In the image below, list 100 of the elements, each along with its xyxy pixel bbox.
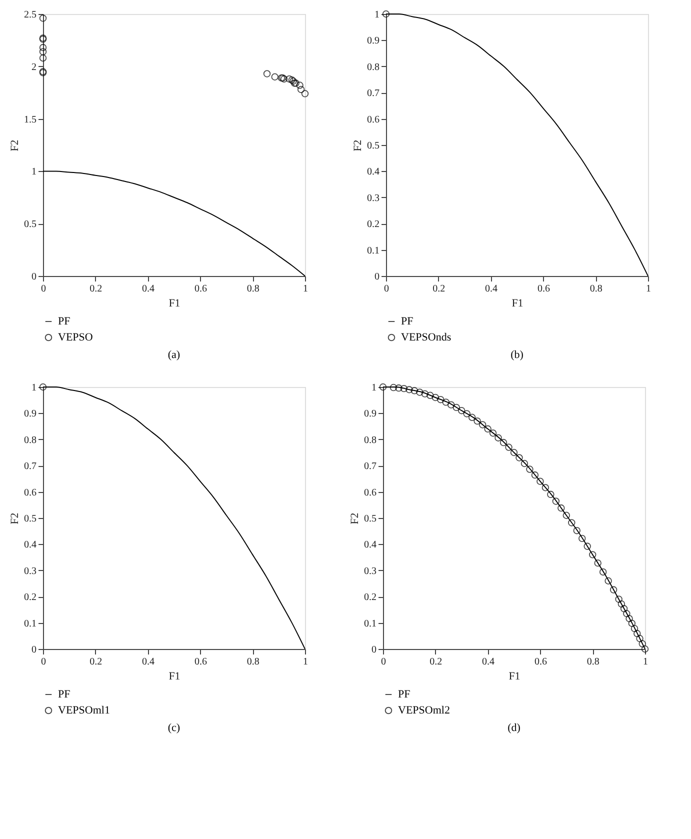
y-tick-label: 0.5 xyxy=(24,219,36,230)
point xyxy=(520,460,528,468)
y-tick-label: 0.4 xyxy=(24,540,36,551)
y-tick-label: 0.9 xyxy=(364,408,376,420)
x-axis-title: F1 xyxy=(168,298,180,310)
y-tick-label: 0.8 xyxy=(367,62,380,73)
point xyxy=(416,388,424,396)
y-tick-label: 0.9 xyxy=(367,36,380,47)
legend-label: PF xyxy=(401,316,414,328)
point xyxy=(510,448,518,456)
point xyxy=(618,600,626,608)
y-tick-label: 0.6 xyxy=(24,487,36,498)
point xyxy=(594,559,602,567)
x-tick-label: 1 xyxy=(646,284,651,294)
y-tick-label: 0.5 xyxy=(24,514,36,524)
point xyxy=(263,70,271,78)
y-tick-label: 0.7 xyxy=(367,88,380,100)
legend-label: PF xyxy=(58,316,70,328)
point xyxy=(406,386,413,394)
point xyxy=(39,48,47,56)
text: (d) xyxy=(508,722,521,734)
y-tick-label: 0.5 xyxy=(367,140,380,152)
x-axis-title: F1 xyxy=(512,298,524,310)
y-tick-label: 0.8 xyxy=(364,434,376,446)
point xyxy=(297,86,305,94)
point xyxy=(271,73,278,80)
point xyxy=(620,605,628,612)
point xyxy=(474,417,481,425)
point xyxy=(584,542,591,550)
x-tick-label: 1 xyxy=(303,284,308,294)
y-tick-label: 0 xyxy=(32,644,36,656)
point xyxy=(500,438,508,446)
y-tick-label: 1 xyxy=(372,382,376,394)
point xyxy=(547,490,554,498)
point xyxy=(494,434,502,442)
y-axis-title: F2 xyxy=(9,140,21,152)
text: (b) xyxy=(510,349,524,361)
x-tick-label: 1 xyxy=(303,656,308,668)
point xyxy=(484,425,492,433)
y-tick-label: 0.2 xyxy=(364,592,376,604)
y-tick-label: 0 xyxy=(374,272,380,282)
y-axis-title: F2 xyxy=(352,140,364,152)
y-tick-label: 1 xyxy=(374,10,380,20)
point xyxy=(400,384,408,392)
point xyxy=(468,414,476,421)
x-tick-label: 0.2 xyxy=(432,284,446,294)
x-tick-label: 0.2 xyxy=(430,656,442,668)
x-tick-label: 0.8 xyxy=(586,656,600,668)
text: (c) xyxy=(168,722,180,734)
point xyxy=(630,624,638,632)
point xyxy=(463,410,470,418)
point xyxy=(568,519,576,526)
point xyxy=(39,44,47,52)
point xyxy=(552,498,560,505)
point xyxy=(531,471,539,479)
point xyxy=(410,387,418,394)
x-tick-label: 0.6 xyxy=(534,656,547,668)
x-tick-label: 0.4 xyxy=(142,284,155,294)
legend-label: PF xyxy=(58,688,70,700)
point xyxy=(516,454,523,462)
point xyxy=(573,526,580,534)
y-axis-title: F2 xyxy=(9,512,21,524)
point xyxy=(421,390,429,398)
y-tick-label: 0 xyxy=(372,644,376,656)
point xyxy=(562,512,570,519)
x-axis-title: F1 xyxy=(168,670,180,682)
point xyxy=(615,596,622,603)
point xyxy=(489,430,497,437)
y-tick-label: 0.6 xyxy=(364,487,376,498)
x-tick-label: 0.6 xyxy=(194,656,207,668)
legend-label: VEPSOml1 xyxy=(58,704,110,716)
y-tick-label: 0.2 xyxy=(367,219,380,230)
point xyxy=(588,551,596,558)
x-tick-label: 0.4 xyxy=(482,656,495,668)
y-tick-label: 0.3 xyxy=(364,566,376,577)
x-tick-label: 0.4 xyxy=(485,284,498,294)
point xyxy=(286,75,293,83)
point xyxy=(296,82,304,89)
legend-label: VEPSOnds xyxy=(401,332,452,344)
x-tick-label: 0.4 xyxy=(142,656,155,668)
point xyxy=(301,90,309,98)
point xyxy=(599,568,607,576)
text: (a) xyxy=(168,349,180,361)
point xyxy=(536,478,544,485)
y-tick-label: 0 xyxy=(32,272,36,282)
point xyxy=(448,401,455,408)
point xyxy=(505,444,512,451)
y-tick-label: 1 xyxy=(32,382,36,394)
y-tick-label: 0.2 xyxy=(24,592,36,604)
point xyxy=(442,398,450,406)
legend-label: VEPSO xyxy=(58,332,93,344)
y-tick-label: 0.3 xyxy=(367,192,380,204)
x-tick-label: 0.6 xyxy=(537,284,550,294)
point xyxy=(432,394,440,402)
x-tick-label: 0.6 xyxy=(194,284,207,294)
y-tick-label: 0.7 xyxy=(24,461,36,472)
x-tick-label: 0.8 xyxy=(246,656,260,668)
point xyxy=(395,384,402,392)
x-tick-label: 0 xyxy=(41,656,46,668)
point xyxy=(628,620,636,627)
